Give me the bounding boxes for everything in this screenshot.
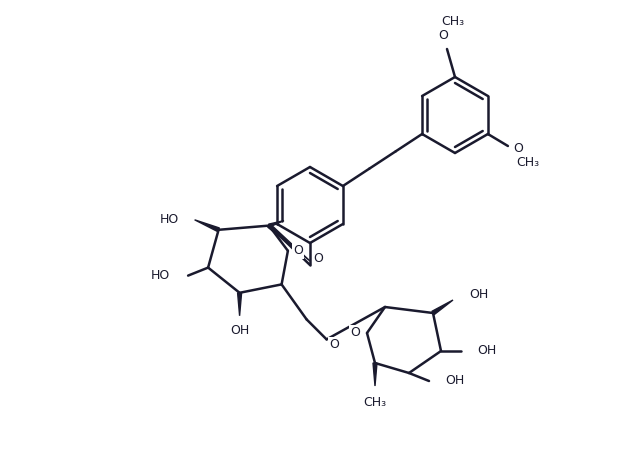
Polygon shape	[432, 300, 453, 315]
Text: HO: HO	[159, 213, 179, 226]
Text: OH: OH	[445, 375, 464, 387]
Text: O: O	[293, 244, 303, 257]
Polygon shape	[195, 220, 220, 232]
Polygon shape	[237, 293, 242, 316]
Text: O: O	[513, 141, 523, 155]
Polygon shape	[268, 224, 310, 261]
Text: CH₃: CH₃	[364, 397, 387, 409]
Text: OH: OH	[230, 324, 249, 337]
Polygon shape	[373, 363, 377, 386]
Polygon shape	[269, 220, 284, 227]
Text: OH: OH	[477, 345, 496, 358]
Text: O: O	[313, 251, 323, 265]
Text: O: O	[330, 338, 340, 351]
Text: CH₃: CH₃	[516, 156, 540, 169]
Text: OH: OH	[469, 289, 488, 301]
Text: O: O	[350, 327, 360, 339]
Text: HO: HO	[151, 269, 170, 282]
Text: CH₃: CH₃	[442, 15, 465, 28]
Text: O: O	[438, 29, 448, 41]
